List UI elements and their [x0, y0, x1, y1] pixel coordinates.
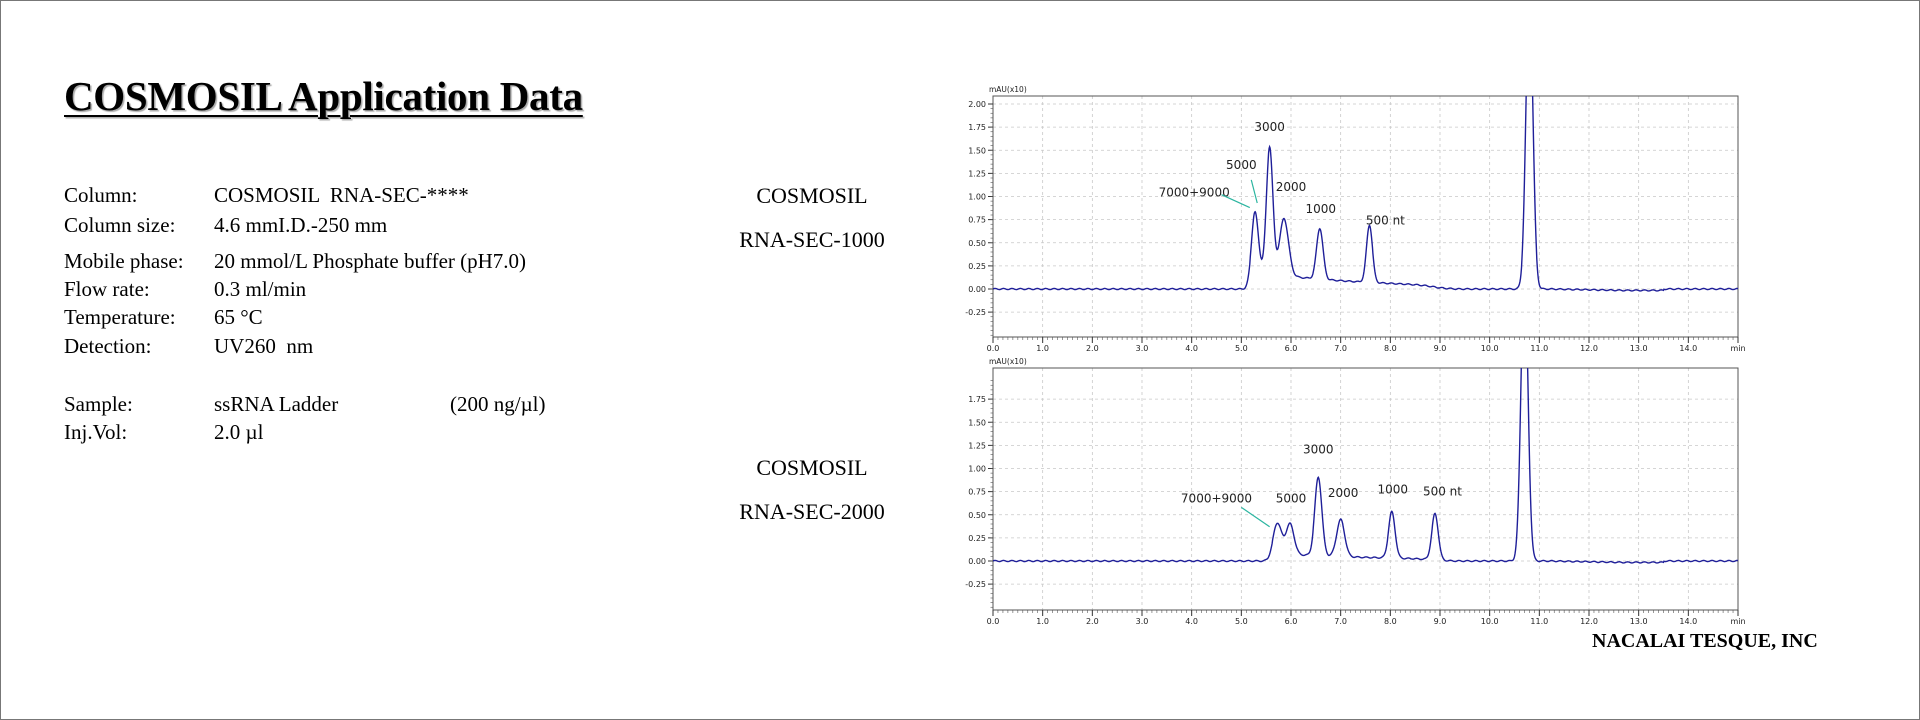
x-axis-unit-label: min: [1730, 617, 1745, 626]
condition-value: 20 mmol/L Phosphate buffer (pH7.0): [214, 249, 527, 273]
y-tick-label: 0.00: [968, 557, 986, 566]
condition-value: UV260 nm: [214, 334, 314, 358]
chromatogram-trace: [993, 96, 1738, 292]
y-tick-label: -0.25: [965, 580, 986, 589]
x-tick-label: 4.0: [1185, 617, 1198, 626]
y-tick-label: 1.75: [968, 123, 986, 132]
chromatogram-2: 1.75 1.50 1.25 1.00 0.75 0.50 0.25 0.00 -0.25 mAU…: [965, 357, 1745, 626]
y-tick-label: 1.00: [968, 193, 986, 202]
condition-label: Inj.Vol:: [64, 420, 128, 444]
x-tick-label: 12.0: [1580, 617, 1598, 626]
peak-label: 3000: [1254, 120, 1285, 134]
x-tick-label: 7.0: [1334, 344, 1347, 353]
y-axis-label: mAU(x10): [989, 85, 1027, 94]
x-tick-label: 3.0: [1136, 344, 1149, 353]
x-tick-label: 10.0: [1481, 617, 1499, 626]
y-tick-label: 0.25: [968, 262, 986, 271]
condition-label: Flow rate:: [64, 277, 150, 301]
condition-value: 4.6 mmI.D.-250 mm: [214, 213, 388, 237]
y-tick-label: 2.00: [968, 100, 986, 109]
x-tick-label: 12.0: [1580, 344, 1598, 353]
peak-label: 5000: [1276, 492, 1307, 506]
sample-concentration: (200 ng/µl): [450, 392, 546, 416]
peak-label: 1000: [1378, 482, 1409, 496]
y-tick-label: 1.50: [968, 146, 986, 155]
y-tick-label: -0.25: [965, 308, 986, 317]
x-tick-label: 1.0: [1036, 344, 1049, 353]
condition-value: COSMOSIL RNA-SEC-****: [214, 183, 469, 207]
y-tick-label: 0.50: [968, 239, 986, 248]
x-tick-label: 0.0: [987, 344, 1000, 353]
peak-label: 2000: [1276, 180, 1307, 194]
peak-label: 1000: [1306, 202, 1337, 216]
peak-leader-line: [1250, 179, 1258, 204]
x-tick-label: 8.0: [1384, 344, 1397, 353]
condition-label: Detection:: [64, 334, 152, 358]
x-tick-label: 6.0: [1285, 617, 1298, 626]
x-tick-label: 13.0: [1630, 344, 1648, 353]
y-tick-label: 1.25: [968, 441, 986, 450]
condition-value: 2.0 µl: [214, 420, 264, 444]
chromatogram-1: 2.00 1.75 1.50 1.25 1.00 0.75 0.50 0.25 0.00 -0.2…: [965, 85, 1745, 353]
x-tick-label: 1.0: [1036, 617, 1049, 626]
company-name: NACALAI TESQUE, INC: [1592, 630, 1818, 652]
condition-label: Mobile phase:: [64, 249, 184, 273]
x-axis-unit-label: min: [1730, 344, 1745, 353]
x-tick-label: 5.0: [1235, 617, 1248, 626]
column-name-2-line2: RNA-SEC-2000: [739, 499, 885, 524]
peak-label: 2000: [1328, 486, 1359, 500]
y-tick-label: 1.50: [968, 418, 986, 427]
x-tick-label: 14.0: [1679, 344, 1697, 353]
x-tick-label: 2.0: [1086, 344, 1099, 353]
y-tick-label: 0.25: [968, 534, 986, 543]
x-tick-label: 13.0: [1630, 617, 1648, 626]
peak-label: 3000: [1303, 443, 1334, 457]
y-tick-label: 1.00: [968, 465, 986, 474]
x-tick-label: 7.0: [1334, 617, 1347, 626]
plot-frame: [992, 367, 1739, 611]
x-tick-label: 9.0: [1434, 617, 1447, 626]
peak-label: 500 nt: [1423, 484, 1462, 498]
peak-label: 5000: [1226, 158, 1257, 172]
x-tick-label: 3.0: [1136, 617, 1149, 626]
peak-label: 7000+9000: [1159, 186, 1230, 200]
page-title: COSMOSIL Application Data: [64, 73, 583, 119]
peak-leader-line: [1240, 506, 1270, 528]
y-tick-label: 0.75: [968, 216, 986, 225]
y-tick-label: 0.50: [968, 511, 986, 520]
x-tick-label: 0.0: [987, 617, 1000, 626]
y-tick-label: 1.25: [968, 169, 986, 178]
condition-value: ssRNA Ladder: [214, 392, 339, 416]
y-tick-label: 0.75: [968, 488, 986, 497]
y-tick-label: 0.00: [968, 285, 986, 294]
condition-label: Temperature:: [64, 305, 176, 329]
column-name-1-line1: COSMOSIL: [756, 183, 868, 208]
condition-label: Column:: [64, 183, 138, 207]
y-tick-label: 1.75: [968, 395, 986, 404]
condition-value: 65 °C: [214, 305, 263, 329]
x-tick-label: 8.0: [1384, 617, 1397, 626]
conditions-block: Column: COSMOSIL RNA-SEC-**** Column siz…: [64, 0, 704, 720]
condition-label: Column size:: [64, 213, 176, 237]
peak-label: 7000+9000: [1181, 492, 1252, 506]
x-tick-label: 14.0: [1679, 617, 1697, 626]
x-tick-label: 4.0: [1185, 344, 1198, 353]
x-tick-label: 11.0: [1530, 617, 1548, 626]
y-axis-label: mAU(x10): [989, 357, 1027, 366]
x-tick-label: 6.0: [1285, 344, 1298, 353]
x-tick-label: 9.0: [1434, 344, 1447, 353]
chromatogram-trace: [993, 368, 1738, 564]
column-name-2-line1: COSMOSIL: [756, 455, 868, 480]
column-name-1-line2: RNA-SEC-1000: [739, 227, 885, 252]
peak-label: 500 nt: [1366, 213, 1405, 227]
peak-leader-line: [1221, 194, 1251, 209]
condition-value: 0.3 ml/min: [214, 277, 307, 301]
x-tick-label: 2.0: [1086, 617, 1099, 626]
x-tick-label: 5.0: [1235, 344, 1248, 353]
condition-label: Sample:: [64, 392, 133, 416]
x-tick-label: 10.0: [1481, 344, 1499, 353]
x-tick-label: 11.0: [1530, 344, 1548, 353]
